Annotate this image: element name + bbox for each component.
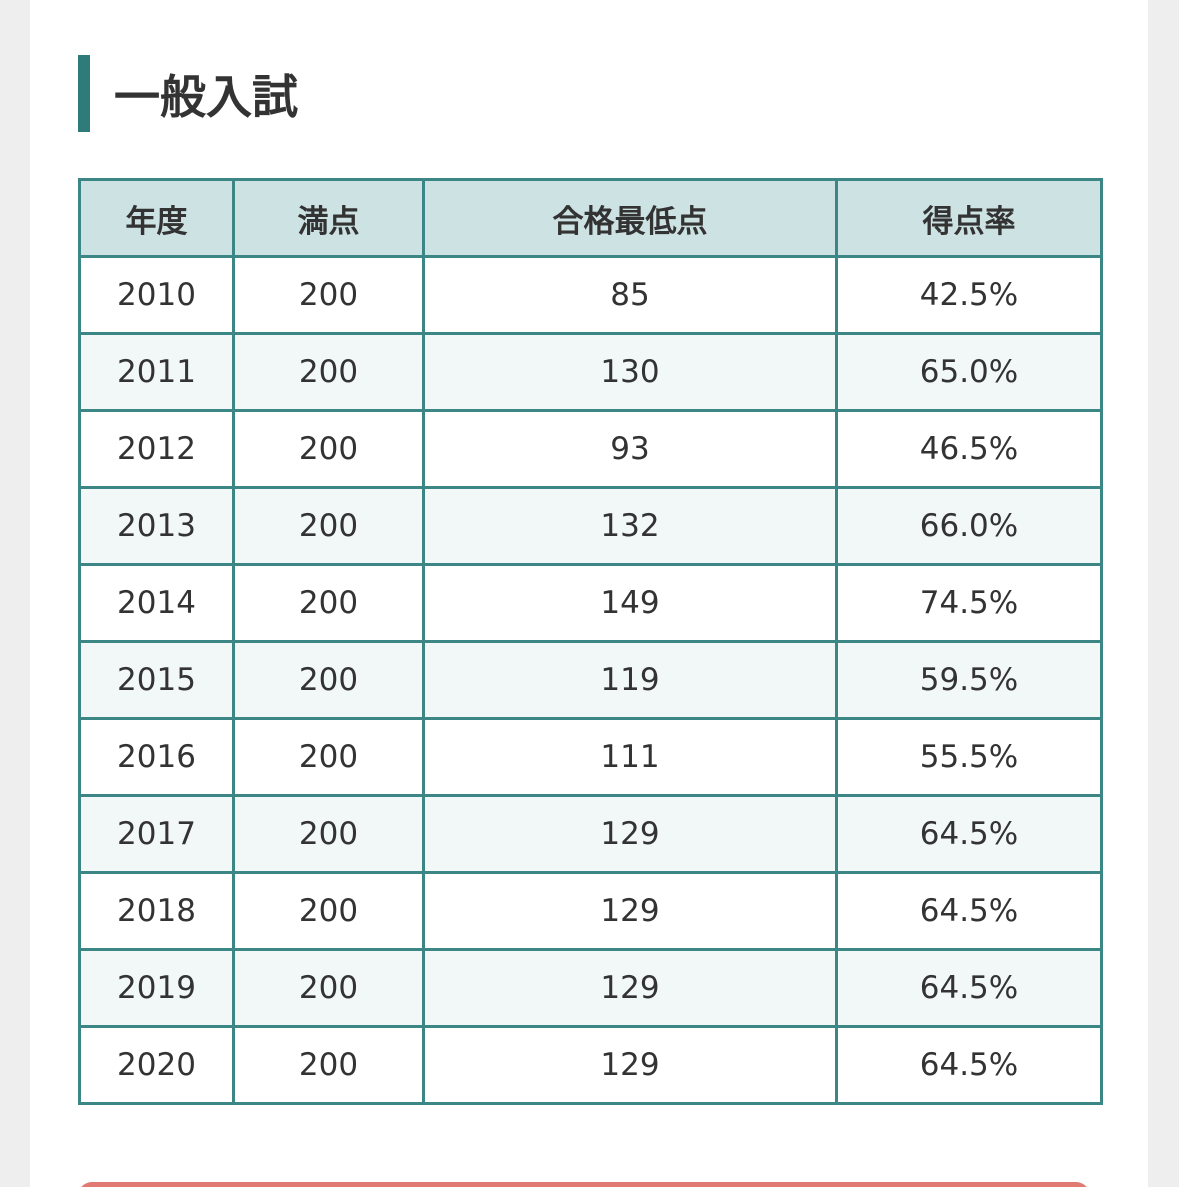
table-cell: 130 <box>422 332 838 412</box>
table-row: 2014 200 149 74.5% <box>78 563 1103 643</box>
table-cell: 129 <box>422 794 838 874</box>
section-heading: 一般入試 <box>78 55 298 132</box>
table-cell: 2018 <box>78 871 235 951</box>
table-cell: 2014 <box>78 563 235 643</box>
table-cell: 85 <box>422 255 838 335</box>
table-row: 2011 200 130 65.0% <box>78 332 1103 412</box>
table-cell: 55.5% <box>835 717 1103 797</box>
next-section-bar <box>78 1182 1090 1187</box>
table-cell: 93 <box>422 409 838 489</box>
table-cell: 200 <box>232 332 425 412</box>
table-row: 2017 200 129 64.5% <box>78 794 1103 874</box>
table-cell: 2011 <box>78 332 235 412</box>
table-header: 年度 満点 合格最低点 得点率 <box>78 178 1103 258</box>
table-cell: 200 <box>232 409 425 489</box>
table-cell: 119 <box>422 640 838 720</box>
table-cell: 200 <box>232 1025 425 1105</box>
table-row: 2012 200 93 46.5% <box>78 409 1103 489</box>
table-cell: 74.5% <box>835 563 1103 643</box>
table-cell: 149 <box>422 563 838 643</box>
table-body: 2010 200 85 42.5% 2011 200 130 65.0% 2012 200 93 46… <box>78 255 1103 1105</box>
header-cell: 満点 <box>232 178 425 258</box>
table-cell: 200 <box>232 255 425 335</box>
table-cell: 200 <box>232 486 425 566</box>
table-cell: 200 <box>232 717 425 797</box>
table-row: 2013 200 132 66.0% <box>78 486 1103 566</box>
table-row: 2010 200 85 42.5% <box>78 255 1103 335</box>
table-row: 2018 200 129 64.5% <box>78 871 1103 951</box>
table-cell: 59.5% <box>835 640 1103 720</box>
table-cell: 2017 <box>78 794 235 874</box>
table-cell: 200 <box>232 948 425 1028</box>
table-cell: 132 <box>422 486 838 566</box>
table-cell: 2019 <box>78 948 235 1028</box>
header-cell: 年度 <box>78 178 235 258</box>
table-cell: 200 <box>232 563 425 643</box>
table-cell: 2020 <box>78 1025 235 1105</box>
header-cell: 得点率 <box>835 178 1103 258</box>
table-cell: 200 <box>232 794 425 874</box>
table-row: 2019 200 129 64.5% <box>78 948 1103 1028</box>
table-cell: 42.5% <box>835 255 1103 335</box>
table-cell: 2016 <box>78 717 235 797</box>
header-cell: 合格最低点 <box>422 178 838 258</box>
table-row: 2016 200 111 55.5% <box>78 717 1103 797</box>
table-cell: 46.5% <box>835 409 1103 489</box>
score-table: 年度 満点 合格最低点 得点率 2010 200 85 42.5% 2011 200 130 65.… <box>78 178 1103 1105</box>
table-cell: 64.5% <box>835 871 1103 951</box>
table-cell: 200 <box>232 871 425 951</box>
table-cell: 129 <box>422 871 838 951</box>
table-cell: 64.5% <box>835 948 1103 1028</box>
table-cell: 200 <box>232 640 425 720</box>
table-cell: 129 <box>422 948 838 1028</box>
content-panel: 一般入試 年度 満点 合格最低点 得点率 2010 200 85 42.5% 2011 200 1… <box>30 0 1148 1187</box>
table-cell: 64.5% <box>835 1025 1103 1105</box>
table-cell: 64.5% <box>835 794 1103 874</box>
table-row: 2020 200 129 64.5% <box>78 1025 1103 1105</box>
table-row: 2015 200 119 59.5% <box>78 640 1103 720</box>
table-cell: 66.0% <box>835 486 1103 566</box>
table-cell: 129 <box>422 1025 838 1105</box>
table-cell: 65.0% <box>835 332 1103 412</box>
table-cell: 2012 <box>78 409 235 489</box>
table-cell: 2013 <box>78 486 235 566</box>
header-row: 年度 満点 合格最低点 得点率 <box>78 178 1103 258</box>
table-cell: 2010 <box>78 255 235 335</box>
table-cell: 2015 <box>78 640 235 720</box>
table-cell: 111 <box>422 717 838 797</box>
